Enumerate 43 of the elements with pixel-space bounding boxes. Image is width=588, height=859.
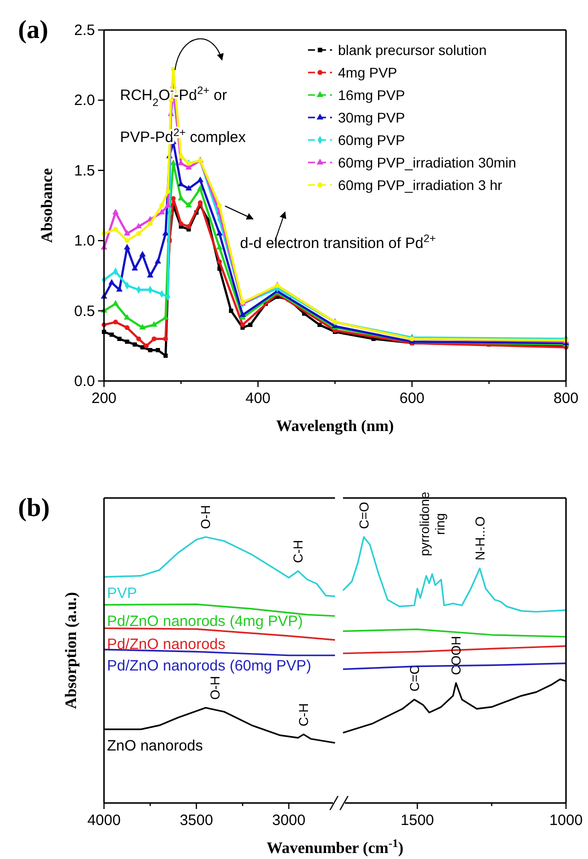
- x-tick-label: 3500: [180, 812, 214, 829]
- annotation: C=O: [356, 502, 372, 529]
- y-tick-label: 2.5: [74, 22, 95, 39]
- y-tick-label: 0.0: [74, 373, 95, 390]
- x-tick-label: 4000: [87, 812, 121, 829]
- series-label: PVP: [107, 584, 138, 602]
- x-axis-title: Wavelength (nm): [276, 418, 394, 435]
- legend-label: 16mg PVP: [338, 87, 405, 103]
- annotation: N-H...O: [472, 516, 488, 560]
- series-label: Pd/ZnO nanorods (60mg PVP): [107, 658, 312, 675]
- annotation: d-d electron transition of Pd$^{2+}$: [240, 233, 436, 252]
- series-label: ZnO nanorods: [107, 737, 203, 754]
- annotation: O-H: [198, 505, 214, 529]
- chart-title: (a): [18, 15, 48, 44]
- annotation: COOH: [448, 636, 464, 676]
- x-tick-label: 1000: [549, 812, 583, 829]
- x-tick-label: 1500: [400, 812, 434, 829]
- y-axis-title: Absobance: [39, 168, 56, 243]
- y-tick-label: 0.5: [74, 302, 95, 320]
- annotation: C-H: [290, 540, 306, 564]
- annotation: pyrrolidone ring: [416, 492, 448, 556]
- series-label: Pd/ZnO nanorods (4mg PVP): [107, 612, 303, 630]
- x-tick-label: 3000: [272, 812, 306, 829]
- y-tick-label: 1.0: [74, 232, 95, 250]
- legend-label: 60mg PVP_irradiation 30min: [338, 154, 516, 170]
- y-axis-title: Absorption (a.u.): [63, 592, 80, 709]
- x-tick-label: 800: [553, 390, 579, 407]
- annotation: C=C: [406, 665, 422, 692]
- legend-label: 30mg PVP: [338, 110, 405, 126]
- legend-label: 60mg PVP_irradiation 3 hr: [338, 177, 503, 193]
- annotation: O-H: [207, 676, 222, 700]
- x-tick-label: 200: [91, 390, 117, 407]
- chart-title: (b): [18, 493, 50, 522]
- x-axis-title: Wavenumber (cm$^{-1}$): [266, 838, 404, 857]
- legend-label: 60mg PVP: [338, 132, 405, 148]
- y-tick-label: 1.5: [74, 162, 95, 180]
- legend-label: blank precursor solution: [338, 42, 487, 58]
- annotation: C-H: [296, 703, 312, 726]
- x-tick-label: 400: [245, 390, 271, 407]
- legend-label: 4mg PVP: [338, 64, 398, 80]
- series-label: Pd/ZnO nanorods: [107, 636, 226, 654]
- x-tick-label: 600: [399, 390, 425, 407]
- y-tick-label: 2.0: [74, 92, 95, 110]
